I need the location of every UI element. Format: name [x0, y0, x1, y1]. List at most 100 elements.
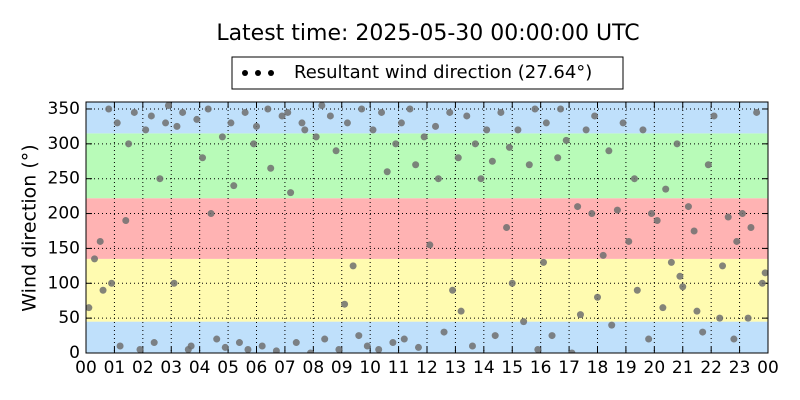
point	[446, 108, 454, 116]
x-tick-label: 22	[700, 358, 722, 378]
point	[582, 126, 590, 134]
point	[491, 332, 499, 340]
point	[434, 175, 442, 183]
point	[218, 133, 226, 141]
point	[156, 175, 164, 183]
point	[292, 339, 300, 347]
x-tick-label: 11	[388, 358, 410, 378]
y-tick-label: 300	[48, 134, 80, 154]
point	[693, 307, 701, 315]
point	[514, 126, 522, 134]
point	[548, 332, 556, 340]
x-tick-label: 13	[445, 358, 467, 378]
point	[108, 279, 116, 287]
point	[477, 175, 485, 183]
point	[227, 119, 235, 127]
point	[554, 154, 562, 162]
x-tick-label: 01	[104, 358, 126, 378]
point	[630, 175, 638, 183]
point	[574, 203, 582, 211]
x-tick-label: 14	[473, 358, 495, 378]
point	[591, 112, 599, 120]
x-tick-label: 18	[587, 358, 609, 378]
point	[699, 328, 707, 336]
point	[306, 349, 314, 353]
point	[420, 133, 428, 141]
point	[207, 210, 215, 218]
x-tick-label: 12	[416, 358, 438, 378]
point	[761, 269, 768, 277]
point	[704, 161, 712, 169]
legend-marker	[268, 70, 274, 76]
legend-marker	[242, 70, 248, 76]
point	[204, 105, 212, 113]
y-tick-label: 350	[48, 99, 80, 119]
y-tick-label: 150	[48, 238, 80, 258]
point	[613, 206, 621, 214]
y-tick-label: 50	[58, 308, 80, 328]
x-tick-label: 06	[246, 358, 268, 378]
point	[349, 262, 357, 270]
point	[468, 342, 476, 350]
point	[244, 346, 252, 353]
point	[378, 108, 386, 116]
point	[426, 241, 434, 249]
x-tick-label: 19	[615, 358, 637, 378]
point	[710, 112, 718, 120]
point	[594, 293, 601, 301]
point	[96, 237, 104, 245]
point	[520, 318, 528, 326]
x-tick-label: 08	[303, 358, 325, 378]
point	[724, 213, 732, 221]
point	[375, 346, 383, 353]
plot-frame	[85, 101, 769, 354]
point	[449, 286, 457, 294]
y-axis-label: Wind direction (°)	[19, 144, 41, 311]
x-tick-label: 17	[558, 358, 580, 378]
point	[142, 126, 150, 134]
point	[747, 224, 755, 231]
point	[301, 126, 309, 134]
point	[241, 108, 249, 116]
point	[690, 227, 698, 235]
point	[738, 210, 746, 218]
x-tick-label: 05	[217, 358, 239, 378]
y-tick-label: 100	[48, 273, 80, 293]
point	[298, 119, 306, 127]
point	[162, 119, 170, 127]
point	[679, 283, 687, 291]
chart-title: Latest time: 2025-05-30 00:00:00 UTC	[216, 21, 639, 46]
point	[86, 304, 93, 312]
point	[213, 335, 221, 343]
y-tick-label: 0	[69, 343, 80, 363]
point	[230, 182, 238, 190]
point	[187, 342, 195, 350]
point	[488, 157, 496, 165]
point	[534, 346, 542, 353]
point	[412, 161, 420, 169]
point	[113, 119, 121, 127]
point	[264, 105, 272, 113]
x-tick-label: 03	[160, 358, 182, 378]
x-tick-label: 04	[189, 358, 211, 378]
point	[358, 105, 366, 113]
point	[312, 133, 320, 141]
series	[86, 102, 768, 353]
legend-box	[231, 56, 624, 90]
point	[608, 321, 616, 329]
point	[619, 119, 627, 127]
point	[389, 339, 397, 347]
point	[540, 258, 548, 266]
point	[719, 262, 727, 270]
point	[397, 119, 405, 127]
point	[639, 126, 647, 134]
point	[355, 332, 363, 340]
point	[625, 237, 633, 245]
point	[588, 210, 596, 218]
point	[267, 164, 275, 172]
x-tick-label: 00	[75, 358, 97, 378]
point	[221, 343, 229, 351]
point	[284, 108, 292, 116]
point	[326, 112, 334, 120]
